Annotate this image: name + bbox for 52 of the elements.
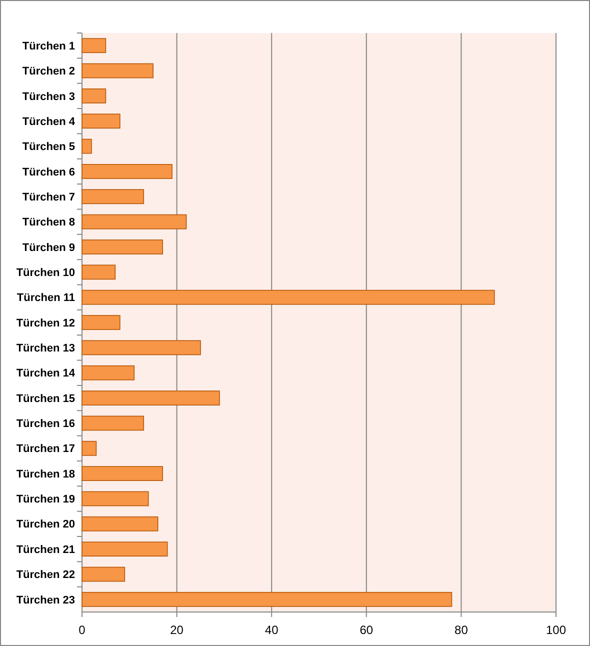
bar (82, 516, 158, 532)
bar (82, 542, 168, 557)
y-tick-label: Türchen 4 (22, 116, 76, 128)
y-tick-label: Türchen 19 (16, 494, 75, 506)
bar (82, 114, 120, 129)
x-tick-label: 60 (360, 623, 374, 637)
y-tick-label: Türchen 23 (16, 594, 75, 606)
x-tick-label: 0 (78, 623, 86, 637)
bar (82, 240, 163, 254)
bar (82, 315, 120, 330)
bar (82, 88, 106, 104)
x-tick-label: 20 (170, 623, 184, 637)
y-tick-label: Türchen 10 (16, 267, 75, 279)
bar (82, 290, 495, 305)
y-tick-label: Türchen 17 (16, 443, 75, 456)
y-tick-label: Türchen 11 (16, 292, 75, 304)
y-tick-label: Türchen 8 (22, 216, 75, 229)
bar (82, 164, 172, 179)
y-tick-label: Türchen 18 (16, 468, 75, 480)
bar (82, 138, 92, 154)
bar (82, 390, 220, 406)
y-tick-label: Türchen 21 (16, 544, 75, 556)
y-tick-label: Türchen 20 (16, 518, 75, 531)
bar (82, 592, 452, 607)
y-tick-label: Türchen 15 (16, 392, 75, 405)
bar (82, 440, 97, 456)
y-tick-label: Türchen 13 (16, 342, 75, 355)
bar (82, 214, 187, 230)
y-tick-label: Türchen 22 (16, 569, 75, 582)
bar (82, 38, 106, 54)
y-tick-label: Türchen 7 (22, 191, 75, 204)
y-tick-label: Türchen 2 (22, 66, 75, 78)
bar (82, 466, 163, 481)
y-tick-label: Türchen 1 (22, 40, 75, 52)
y-tick-label: Türchen 9 (22, 242, 75, 254)
y-tick-label: Türchen 3 (22, 90, 75, 103)
bar (82, 365, 135, 380)
bar (82, 491, 149, 506)
bar (82, 189, 144, 204)
y-tick-label: Türchen 16 (16, 418, 75, 430)
y-tick-label: Türchen 12 (16, 317, 75, 330)
bar (82, 566, 126, 582)
bar (82, 416, 144, 431)
x-tick-label: 80 (454, 623, 468, 637)
x-tick-label: 40 (264, 623, 279, 637)
bar (82, 264, 116, 280)
y-tick-label: Türchen 14 (16, 368, 76, 380)
x-tick-label: 100 (546, 623, 566, 637)
y-tick-label: Türchen 5 (22, 141, 75, 154)
bar (82, 340, 201, 356)
y-tick-label: Türchen 6 (22, 166, 75, 178)
bar (82, 63, 154, 78)
